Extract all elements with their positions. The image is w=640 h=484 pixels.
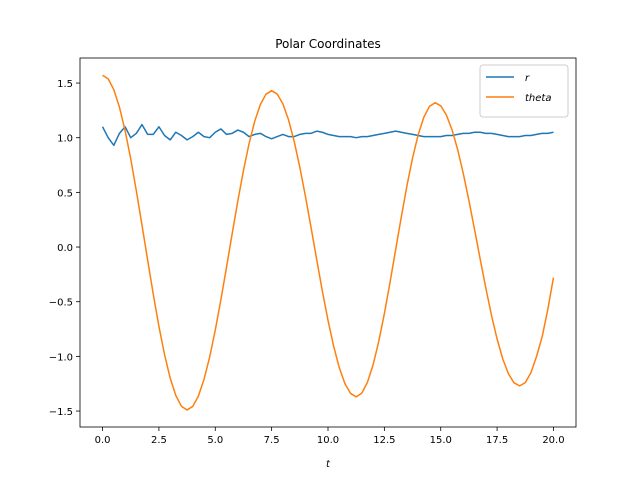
x-tick-label: 5.0 <box>207 435 223 446</box>
x-axis-label: t <box>326 459 331 470</box>
line-series <box>102 74 555 411</box>
legend-label: r <box>525 73 530 84</box>
x-tick-label: 12.5 <box>373 435 395 446</box>
plot-frame <box>79 57 577 428</box>
x-tick-label: 17.5 <box>486 435 508 446</box>
y-tick-label: −1.0 <box>49 352 73 363</box>
y-tick-label: −1.5 <box>49 407 73 418</box>
x-tick-label: 20.0 <box>542 435 564 446</box>
y-tick-label: 0.5 <box>57 188 73 199</box>
x-tick-label: 15.0 <box>430 435 452 446</box>
line-series <box>101 123 554 147</box>
x-tick-label: 0.0 <box>95 435 111 446</box>
legend-box <box>479 64 569 118</box>
x-tick-label: 7.5 <box>264 435 280 446</box>
chart-title: Polar Coordinates <box>275 37 381 51</box>
y-tick-label: −0.5 <box>49 298 73 309</box>
x-tick-label: 10.0 <box>317 435 339 446</box>
y-tick-label: 1.5 <box>57 79 73 90</box>
y-tick-label: 1.0 <box>57 134 73 145</box>
x-tick-label: 2.5 <box>151 435 167 446</box>
legend-label: theta <box>525 93 551 104</box>
y-tick-label: 0.0 <box>57 243 73 254</box>
